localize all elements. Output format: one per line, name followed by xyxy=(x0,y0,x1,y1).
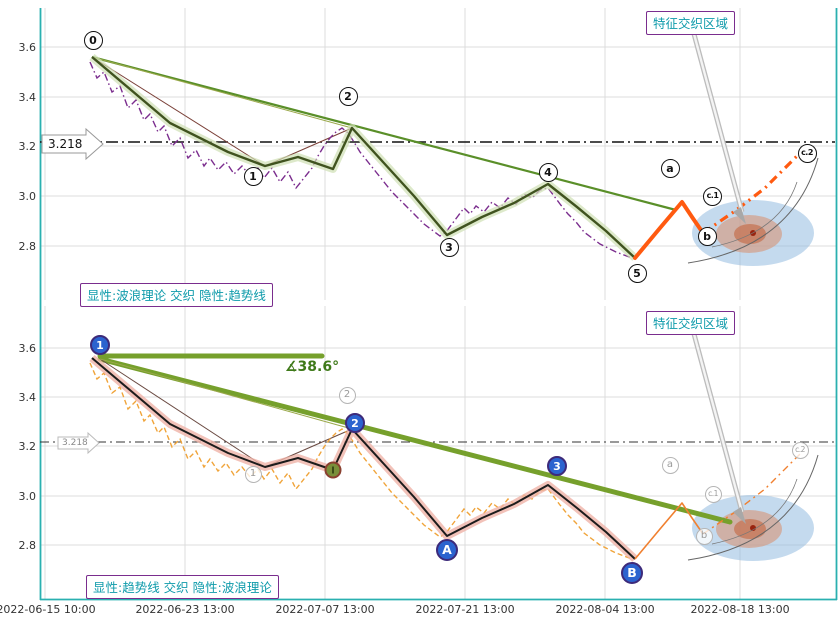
feature-zone-ellipse-bottom xyxy=(692,495,814,561)
ref-level-tag-top: 3.218 xyxy=(48,137,83,151)
trend-point-1[interactable]: 1 xyxy=(90,335,110,355)
axis-spines xyxy=(39,8,838,601)
trend-point-B[interactable]: B xyxy=(621,562,643,584)
wave-point-3[interactable]: 3 xyxy=(439,237,459,257)
price-line-top xyxy=(89,61,633,259)
x-tick-label: 2022-07-21 13:00 xyxy=(415,603,515,616)
legend-top: 显性:波浪理论 交织 隐性:趋势线 xyxy=(80,283,273,307)
x-tick-label: 2022-06-15 10:00 xyxy=(0,603,96,616)
wave-point-a[interactable]: a xyxy=(660,158,680,178)
ghost-point-c2[interactable]: c.2 xyxy=(791,441,809,459)
y-tick-label: 3.6 xyxy=(18,342,37,355)
ref-level-tag-bottom: 3.218 xyxy=(62,438,88,448)
y-tick-label: 3.4 xyxy=(18,391,37,404)
wave-point-5[interactable]: 5 xyxy=(627,263,647,283)
ref-tag-shape-bottom xyxy=(57,431,100,455)
y-tick-label: 3.2 xyxy=(18,140,37,153)
ghost-point-b[interactable]: b xyxy=(695,527,713,545)
y-tick-label: 3.4 xyxy=(18,91,37,104)
ref-tag-shape-top xyxy=(41,127,104,161)
x-tick-label: 2022-07-07 13:00 xyxy=(275,603,375,616)
wave-point-1[interactable]: 1 xyxy=(243,166,263,186)
trend-point-A[interactable]: A xyxy=(436,539,458,561)
y-tick-label: 3.0 xyxy=(18,190,37,203)
x-tick-label: 2022-08-18 13:00 xyxy=(690,603,790,616)
wave-zigzag-top xyxy=(92,57,635,258)
ghost-point-1[interactable]: 1 xyxy=(244,465,262,483)
wave-point-b[interactable]: b xyxy=(697,226,717,246)
ghost-point-c1[interactable]: c.1 xyxy=(704,485,722,503)
x-tick-label: 2022-08-04 13:00 xyxy=(555,603,655,616)
wave-point-4[interactable]: 4 xyxy=(538,162,558,182)
y-tick-label: 3.0 xyxy=(18,490,37,503)
wave-point-2[interactable]: 2 xyxy=(338,86,358,106)
wave-point-0[interactable]: 0 xyxy=(83,30,103,50)
y-tick-label: 2.8 xyxy=(18,539,37,552)
x-tick-label: 2022-06-23 13:00 xyxy=(135,603,235,616)
feature-zone-callout-top: 特征交织区域 xyxy=(646,11,736,35)
trendlines-top xyxy=(91,55,677,212)
trend-point-2[interactable]: 2 xyxy=(345,413,365,433)
y-tick-label: 3.2 xyxy=(18,440,37,453)
angle-label: ∡38.6° xyxy=(285,359,340,375)
y-tick-label: 2.8 xyxy=(18,240,37,253)
trend-point-3[interactable]: 3 xyxy=(547,456,567,476)
ghost-point-2[interactable]: 2 xyxy=(338,386,356,404)
node-marker xyxy=(324,461,342,479)
wave-point-c1[interactable]: c.1 xyxy=(703,186,722,206)
wave-point-c2[interactable]: c.2 xyxy=(797,143,817,163)
legend-bottom: 显性:趋势线 交织 隐性:波浪理论 xyxy=(86,575,279,599)
ghost-point-a[interactable]: a xyxy=(661,456,679,474)
feature-zone-callout-bottom: 特征交织区域 xyxy=(646,311,736,335)
y-tick-label: 3.6 xyxy=(18,41,37,54)
